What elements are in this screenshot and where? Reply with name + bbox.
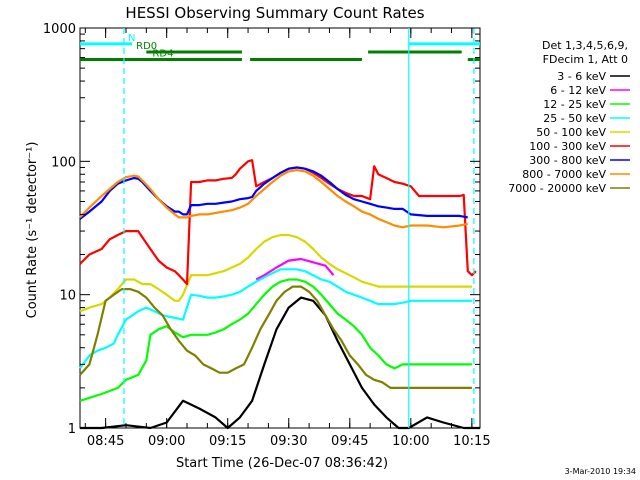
legend-header-line: Det 1,3,4,5,6,9, <box>542 39 628 52</box>
series-line-4 <box>79 233 472 313</box>
legend-header-line: FDecim 1, Att 0 <box>543 53 628 66</box>
y-axis: 1 10 100 1000 <box>43 22 480 437</box>
legend: Det 1,3,4,5,6,9,FDecim 1, Att 0 3 - 6 keV… <box>508 39 630 195</box>
x-tick-label: 09:15 <box>209 434 246 449</box>
series-line-7 <box>79 169 469 229</box>
x-tick-label: 10:00 <box>392 434 429 449</box>
annotation-label-rd0: RD0 <box>136 41 157 52</box>
x-tick-label: 09:45 <box>331 434 368 449</box>
legend-entry-label: 800 - 7000 keV <box>522 168 606 181</box>
footer-timestamp: 3-Mar-2010 19:34 <box>565 467 636 476</box>
series-line-8 <box>79 285 472 389</box>
vertical-markers <box>123 28 475 428</box>
x-tick-label: 09:30 <box>270 434 307 449</box>
y-axis-label: Count Rate (s⁻¹ detector⁻¹) <box>25 142 40 319</box>
annotation-label-n: N <box>128 33 135 44</box>
legend-entry-label: 7000 - 20000 keV <box>508 182 606 195</box>
series-line-2 <box>79 278 472 402</box>
legend-entry-label: 12 - 25 keV <box>543 98 606 111</box>
chart-title: HESSI Observing Summary Count Rates <box>125 4 424 22</box>
series-line-6 <box>79 166 469 220</box>
x-tick-label: 09:00 <box>148 434 185 449</box>
legend-entry-label: 3 - 6 keV <box>557 70 606 83</box>
series-line-1 <box>255 257 335 281</box>
legend-entry-label: 50 - 100 keV <box>536 126 606 139</box>
series-line-0 <box>80 296 480 430</box>
x-axis-label: Start Time (26-Dec-07 08:36:42) <box>176 456 388 471</box>
y-tick-label: 10 <box>59 289 76 304</box>
legend-entry-label: 100 - 300 keV <box>529 140 606 153</box>
y-tick-label: 1000 <box>43 22 76 37</box>
y-tick-label: 1 <box>68 422 76 437</box>
x-tick-label: 10:15 <box>453 434 490 449</box>
series-line-3 <box>79 268 472 370</box>
x-tick-label: 08:45 <box>87 434 124 449</box>
legend-entry-label: 6 - 12 keV <box>550 84 606 97</box>
x-axis: 08:45 09:00 09:15 09:30 09:45 10:00 10:15 <box>84 28 491 449</box>
annotation-label-rd4: RD4 <box>152 49 173 60</box>
plot-frame <box>79 27 481 429</box>
series-group <box>79 159 480 430</box>
legend-entry-label: 25 - 50 keV <box>543 112 606 125</box>
legend-entry-label: 300 - 800 keV <box>529 154 606 167</box>
y-tick-label: 100 <box>51 155 76 170</box>
series-line-5 <box>79 159 477 286</box>
